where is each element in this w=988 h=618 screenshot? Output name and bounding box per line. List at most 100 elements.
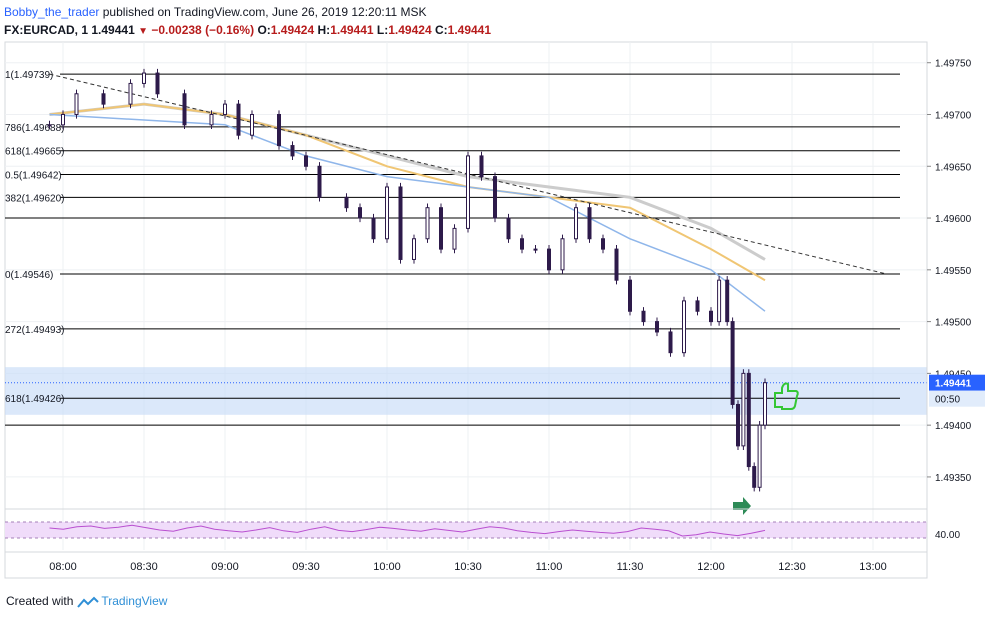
published-text: published on TradingView.com, June 26, 2… (102, 5, 427, 19)
author-link[interactable]: Bobby_the_trader (4, 5, 100, 19)
candle-body (385, 186, 389, 240)
candle-body (74, 93, 79, 115)
fibonacci-levels: 1(1.49739) 786(1.49688) 618(1.49665) 0.5(1.… (5, 70, 900, 426)
candle-body (425, 207, 430, 240)
price-chart[interactable]: 1(1.49739) 786(1.49688) 618(1.49665) 0.5(1.… (0, 40, 988, 590)
fib-level-label: 786(1.49688) (5, 123, 65, 134)
price-tick-label: 1.49700 (935, 110, 972, 121)
candle-body (61, 113, 65, 126)
rsi-band (5, 522, 927, 538)
chart-header: Bobby_the_trader published on TradingVie… (4, 3, 984, 39)
candle-body (520, 238, 524, 250)
time-tick-label: 12:00 (697, 561, 725, 573)
candle-body (128, 82, 133, 105)
candle-body (574, 207, 578, 240)
candle-body (717, 279, 722, 323)
time-tick-label: 12:30 (778, 561, 806, 573)
fib-level-label: 272(1.49493) (5, 325, 65, 336)
support-zone (5, 367, 927, 415)
candle-body (730, 321, 735, 405)
time-axis[interactable]: 08:00 08:30 09:00 09:30 10:00 10:30 11:00 11:30… (5, 551, 927, 573)
candle-body (547, 248, 551, 271)
candle-body (344, 196, 349, 209)
fib-level-label: 382(1.49620) (5, 193, 65, 204)
candle-body (236, 103, 241, 136)
candle-body (757, 424, 762, 488)
candle-body (371, 217, 376, 240)
annotations (733, 382, 799, 515)
candle-body (493, 176, 497, 219)
candle-body (466, 155, 470, 229)
close-value: 1.49441 (447, 23, 492, 37)
publisher-line: Bobby_the_trader published on TradingVie… (4, 4, 427, 20)
chart-frame (4, 41, 928, 579)
time-tick-label: 13:00 (859, 561, 887, 573)
candle-body (628, 279, 632, 312)
footer: Created with TradingView (6, 592, 167, 610)
candle-body (277, 113, 281, 147)
last-price-tag (929, 374, 985, 391)
change-value: −0.00238 (−0.16%) (151, 23, 255, 37)
price-tick-label: 1.49500 (935, 318, 972, 329)
low-label: L: (376, 23, 389, 37)
countdown-label: 00:50 (935, 395, 960, 406)
close-label: C: (434, 23, 448, 37)
price-tick-label: 1.49650 (935, 162, 972, 173)
last-price-tag-label: 1.49441 (935, 379, 972, 390)
time-tick-label: 10:30 (454, 561, 482, 573)
time-tick-label: 10:00 (373, 561, 401, 573)
candle-body (317, 165, 322, 198)
time-tick-label: 09:30 (292, 561, 320, 573)
candle-body (614, 248, 619, 281)
open-label: O: (257, 23, 271, 37)
price-tick-label: 1.49400 (935, 421, 972, 432)
price-axis[interactable]: 1.49750 1.49700 1.49650 1.49600 1.49550 1.495… (926, 42, 985, 550)
arrow-right-icon (733, 497, 751, 515)
ohlc-line: FX:EURCAD, 1 1.49441 ▼ −0.00238 (−0.16%)… (4, 22, 491, 40)
candle-body (752, 466, 757, 488)
tradingview-logo-icon (77, 596, 100, 608)
low-value: 1.49424 (388, 23, 432, 37)
time-tick-label: 08:30 (130, 561, 158, 573)
candle-body (655, 321, 659, 333)
fib-level-label: 618(1.49665) (5, 147, 65, 158)
price-tick-label: 1.49750 (935, 59, 972, 70)
high-label: H: (317, 23, 331, 37)
time-tick-label: 11:00 (536, 561, 563, 573)
price-tick-label: 1.49550 (935, 266, 972, 277)
candle-body (668, 331, 673, 354)
candle-body (587, 207, 592, 240)
candle-body (479, 155, 484, 178)
symbol-label[interactable]: FX:EURCAD, 1 (4, 23, 89, 37)
candle-body (741, 372, 746, 447)
price-tick-label: 1.49600 (935, 214, 972, 225)
fib-level-label: 0.5(1.49642) (5, 171, 62, 182)
candle-body (533, 248, 538, 251)
time-tick-label: 11:30 (617, 561, 644, 573)
thumbs-up-icon (774, 382, 799, 410)
created-with-text: Created with (6, 594, 74, 608)
last-price: 1.49441 (91, 23, 135, 37)
candle-body (358, 207, 362, 219)
candle-body (223, 103, 227, 115)
rsi-line (49, 524, 766, 537)
candle-body (763, 382, 767, 426)
candle-body (746, 372, 751, 468)
time-tick-label: 08:00 (49, 561, 77, 573)
candle-body (290, 145, 295, 157)
candle-body (695, 300, 700, 312)
candle-body (398, 186, 403, 260)
candle-body (506, 217, 511, 240)
tradingview-brand[interactable]: TradingView (101, 594, 168, 608)
candle-body (412, 238, 416, 260)
candle-body (101, 93, 106, 105)
rsi-pane (5, 508, 927, 539)
countdown-tag (929, 390, 985, 407)
candle-body (641, 310, 646, 323)
candle-body (682, 300, 686, 354)
support-zone-rect (5, 367, 927, 415)
candle-body (560, 238, 565, 271)
fib-level-label: 0(1.49546) (5, 270, 53, 281)
rsi-tick-label: 40.00 (935, 530, 960, 541)
candle-body (47, 124, 52, 127)
